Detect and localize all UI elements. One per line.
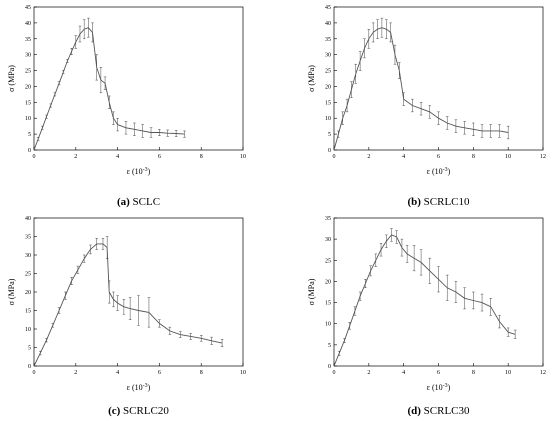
stress-strain-line (333, 234, 516, 367)
x-tick-label: 0 (333, 370, 336, 376)
x-tick-label: 2 (74, 370, 77, 376)
y-tick-label: 5 (328, 343, 331, 349)
stress-strain-line (333, 27, 509, 151)
y-tick-label: 15 (25, 309, 31, 315)
chart-panel-c: 0 2 4 6 8 10 0 5 10 15 20 25 30 35 40 ε (10-3) σ (MPa) (c… (7, 216, 246, 417)
x-axis-label: ε (10-3) (127, 383, 151, 392)
stress-strain-line (33, 27, 185, 151)
stress-strain-line (33, 243, 223, 367)
y-tick-label: 0 (28, 148, 31, 154)
x-tick-label: 4 (116, 154, 119, 160)
plot-frame (33, 6, 244, 151)
y-tick-label: 0 (328, 364, 331, 370)
x-tick-label: 8 (200, 370, 203, 376)
y-tick-label: 25 (325, 258, 331, 264)
panel-caption: (b) SCRLC10 (407, 196, 470, 208)
y-tick-label: 15 (325, 301, 331, 307)
y-tick-label: 35 (25, 37, 31, 43)
x-tick-label: 2 (367, 370, 370, 376)
y-tick-label: 15 (25, 100, 31, 106)
y-tick-label: 40 (25, 216, 31, 222)
y-tick-label: 30 (25, 53, 31, 59)
x-tick-label: 6 (437, 370, 440, 376)
y-tick-label: 40 (325, 21, 331, 27)
x-tick-label: 6 (158, 154, 161, 160)
y-tick-label: 25 (325, 69, 331, 75)
x-axis-label: ε (10-3) (427, 167, 451, 176)
y-tick-label: 20 (25, 84, 31, 90)
chart-panel-b: 0 2 4 6 8 10 12 0 5 10 15 20 25 30 35 40 45 ε (10-3) σ (MP… (307, 5, 546, 208)
y-tick-label: 20 (325, 279, 331, 285)
chart-panel-a: 0 2 4 6 8 10 0 5 10 15 20 25 30 35 40 45 ε (10-3) σ (MPa)… (7, 5, 246, 208)
y-tick-label: 35 (25, 235, 31, 241)
y-tick-label: 45 (325, 5, 331, 11)
x-tick-label: 8 (472, 154, 475, 160)
y-tick-label: 5 (28, 346, 31, 352)
y-tick-label: 0 (328, 148, 331, 154)
y-tick-label: 0 (28, 364, 31, 370)
x-tick-label: 10 (240, 154, 246, 160)
y-tick-label: 40 (25, 21, 31, 27)
x-tick-label: 6 (158, 370, 161, 376)
y-tick-label: 20 (25, 290, 31, 296)
y-tick-label: 5 (328, 132, 331, 138)
x-tick-label: 4 (402, 370, 405, 376)
y-tick-label: 35 (325, 216, 331, 222)
x-tick-label: 0 (33, 370, 36, 376)
panel-caption: (a) SCLC (117, 196, 160, 208)
x-tick-label: 6 (437, 154, 440, 160)
x-tick-label: 0 (33, 154, 36, 160)
y-axis-label: σ (MPa) (307, 65, 316, 92)
y-tick-label: 30 (325, 237, 331, 243)
y-tick-label: 25 (25, 69, 31, 75)
panel-caption: (d) SCRLC30 (407, 405, 470, 417)
x-axis-label: ε (10-3) (127, 167, 151, 176)
x-tick-label: 8 (200, 154, 203, 160)
y-tick-label: 5 (28, 132, 31, 138)
y-tick-label: 10 (25, 116, 31, 122)
y-tick-label: 35 (325, 37, 331, 43)
y-tick-label: 30 (325, 53, 331, 59)
y-tick-label: 10 (325, 116, 331, 122)
x-tick-label: 2 (74, 154, 77, 160)
panel-caption: (c) SCRLC20 (108, 405, 169, 417)
y-tick-label: 15 (325, 100, 331, 106)
plot-frame (333, 6, 544, 151)
x-tick-label: 8 (472, 370, 475, 376)
x-tick-label: 12 (540, 154, 546, 160)
y-tick-label: 25 (25, 272, 31, 278)
x-tick-label: 12 (540, 370, 546, 376)
x-tick-label: 2 (367, 154, 370, 160)
x-axis-label: ε (10-3) (427, 383, 451, 392)
x-tick-label: 4 (116, 370, 119, 376)
y-tick-label: 45 (25, 5, 31, 11)
y-tick-label: 20 (325, 84, 331, 90)
chart-panel-d: 0 2 4 6 8 10 12 0 5 10 15 20 25 30 35 ε (10-3) σ (MPa) (d… (307, 216, 546, 417)
y-tick-label: 10 (25, 327, 31, 333)
y-axis-label: σ (MPa) (7, 65, 16, 92)
y-axis-label: σ (MPa) (7, 278, 16, 305)
y-tick-label: 10 (325, 322, 331, 328)
x-tick-label: 10 (505, 154, 511, 160)
x-tick-label: 4 (402, 154, 405, 160)
y-axis-label: σ (MPa) (307, 278, 316, 305)
y-tick-label: 30 (25, 253, 31, 259)
x-tick-label: 0 (333, 154, 336, 160)
x-tick-label: 10 (240, 370, 246, 376)
x-tick-label: 10 (505, 370, 511, 376)
